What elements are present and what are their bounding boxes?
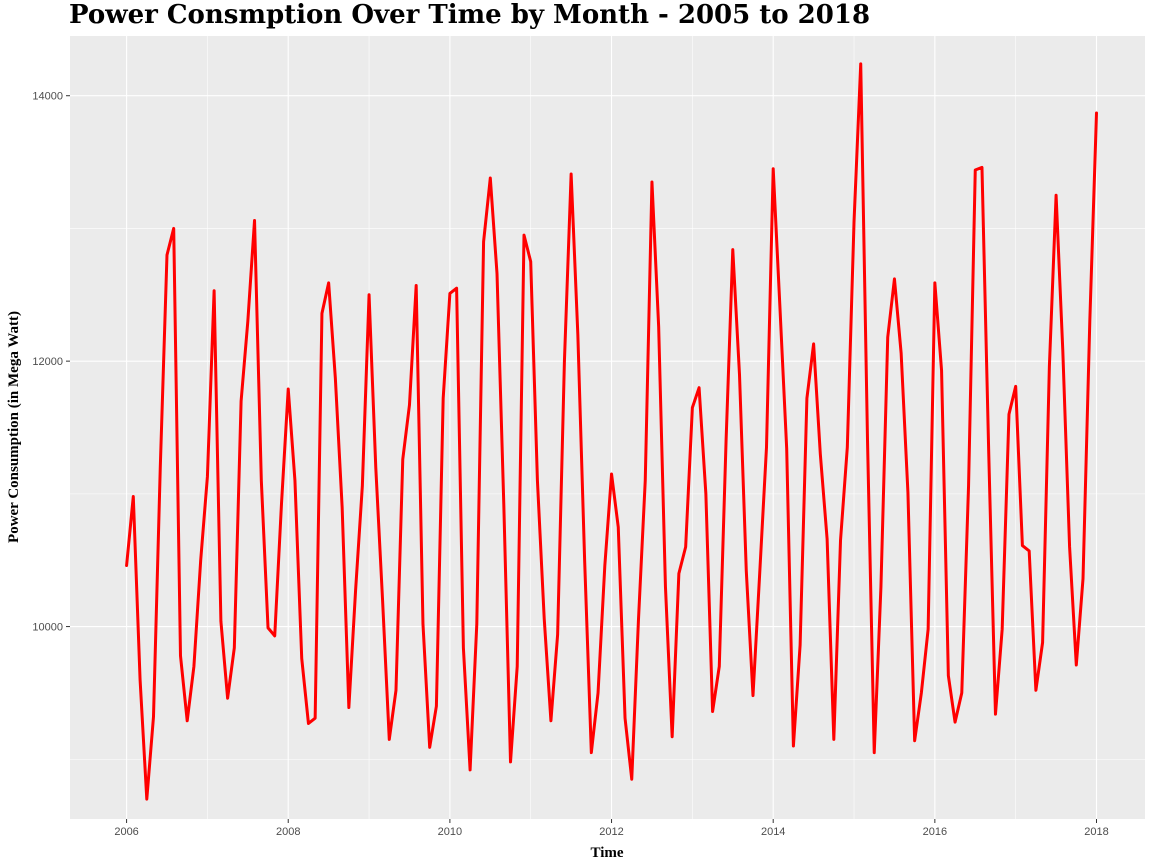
- minor-gridlines: [70, 36, 1145, 819]
- x-tick-label: 2016: [923, 826, 947, 838]
- x-tick-label: 2008: [276, 826, 300, 838]
- x-tick-label: 2012: [599, 826, 623, 838]
- major-gridlines: [70, 36, 1145, 819]
- y-axis: 10000 12000 14000: [32, 91, 70, 634]
- chart-title: Power Consmption Over Time by Month - 20…: [69, 0, 871, 30]
- y-axis-title: Power Consumption (in Mega Watt): [6, 311, 22, 543]
- y-tick-label: 12000: [32, 356, 63, 368]
- plot-panel: [70, 36, 1145, 819]
- series-layer: [125, 62, 1098, 801]
- x-tick-label: 2010: [438, 826, 462, 838]
- y-tick-label: 10000: [32, 622, 63, 634]
- x-axis: 2006 2008 2010 2012 2014 2016 2018: [114, 819, 1109, 838]
- x-tick-label: 2018: [1084, 826, 1108, 838]
- x-tick-label: 2014: [761, 826, 785, 838]
- y-tick-label: 14000: [32, 91, 63, 103]
- x-tick-label: 2006: [114, 826, 138, 838]
- series-line: [125, 62, 1098, 801]
- x-axis-title: Time: [590, 845, 623, 861]
